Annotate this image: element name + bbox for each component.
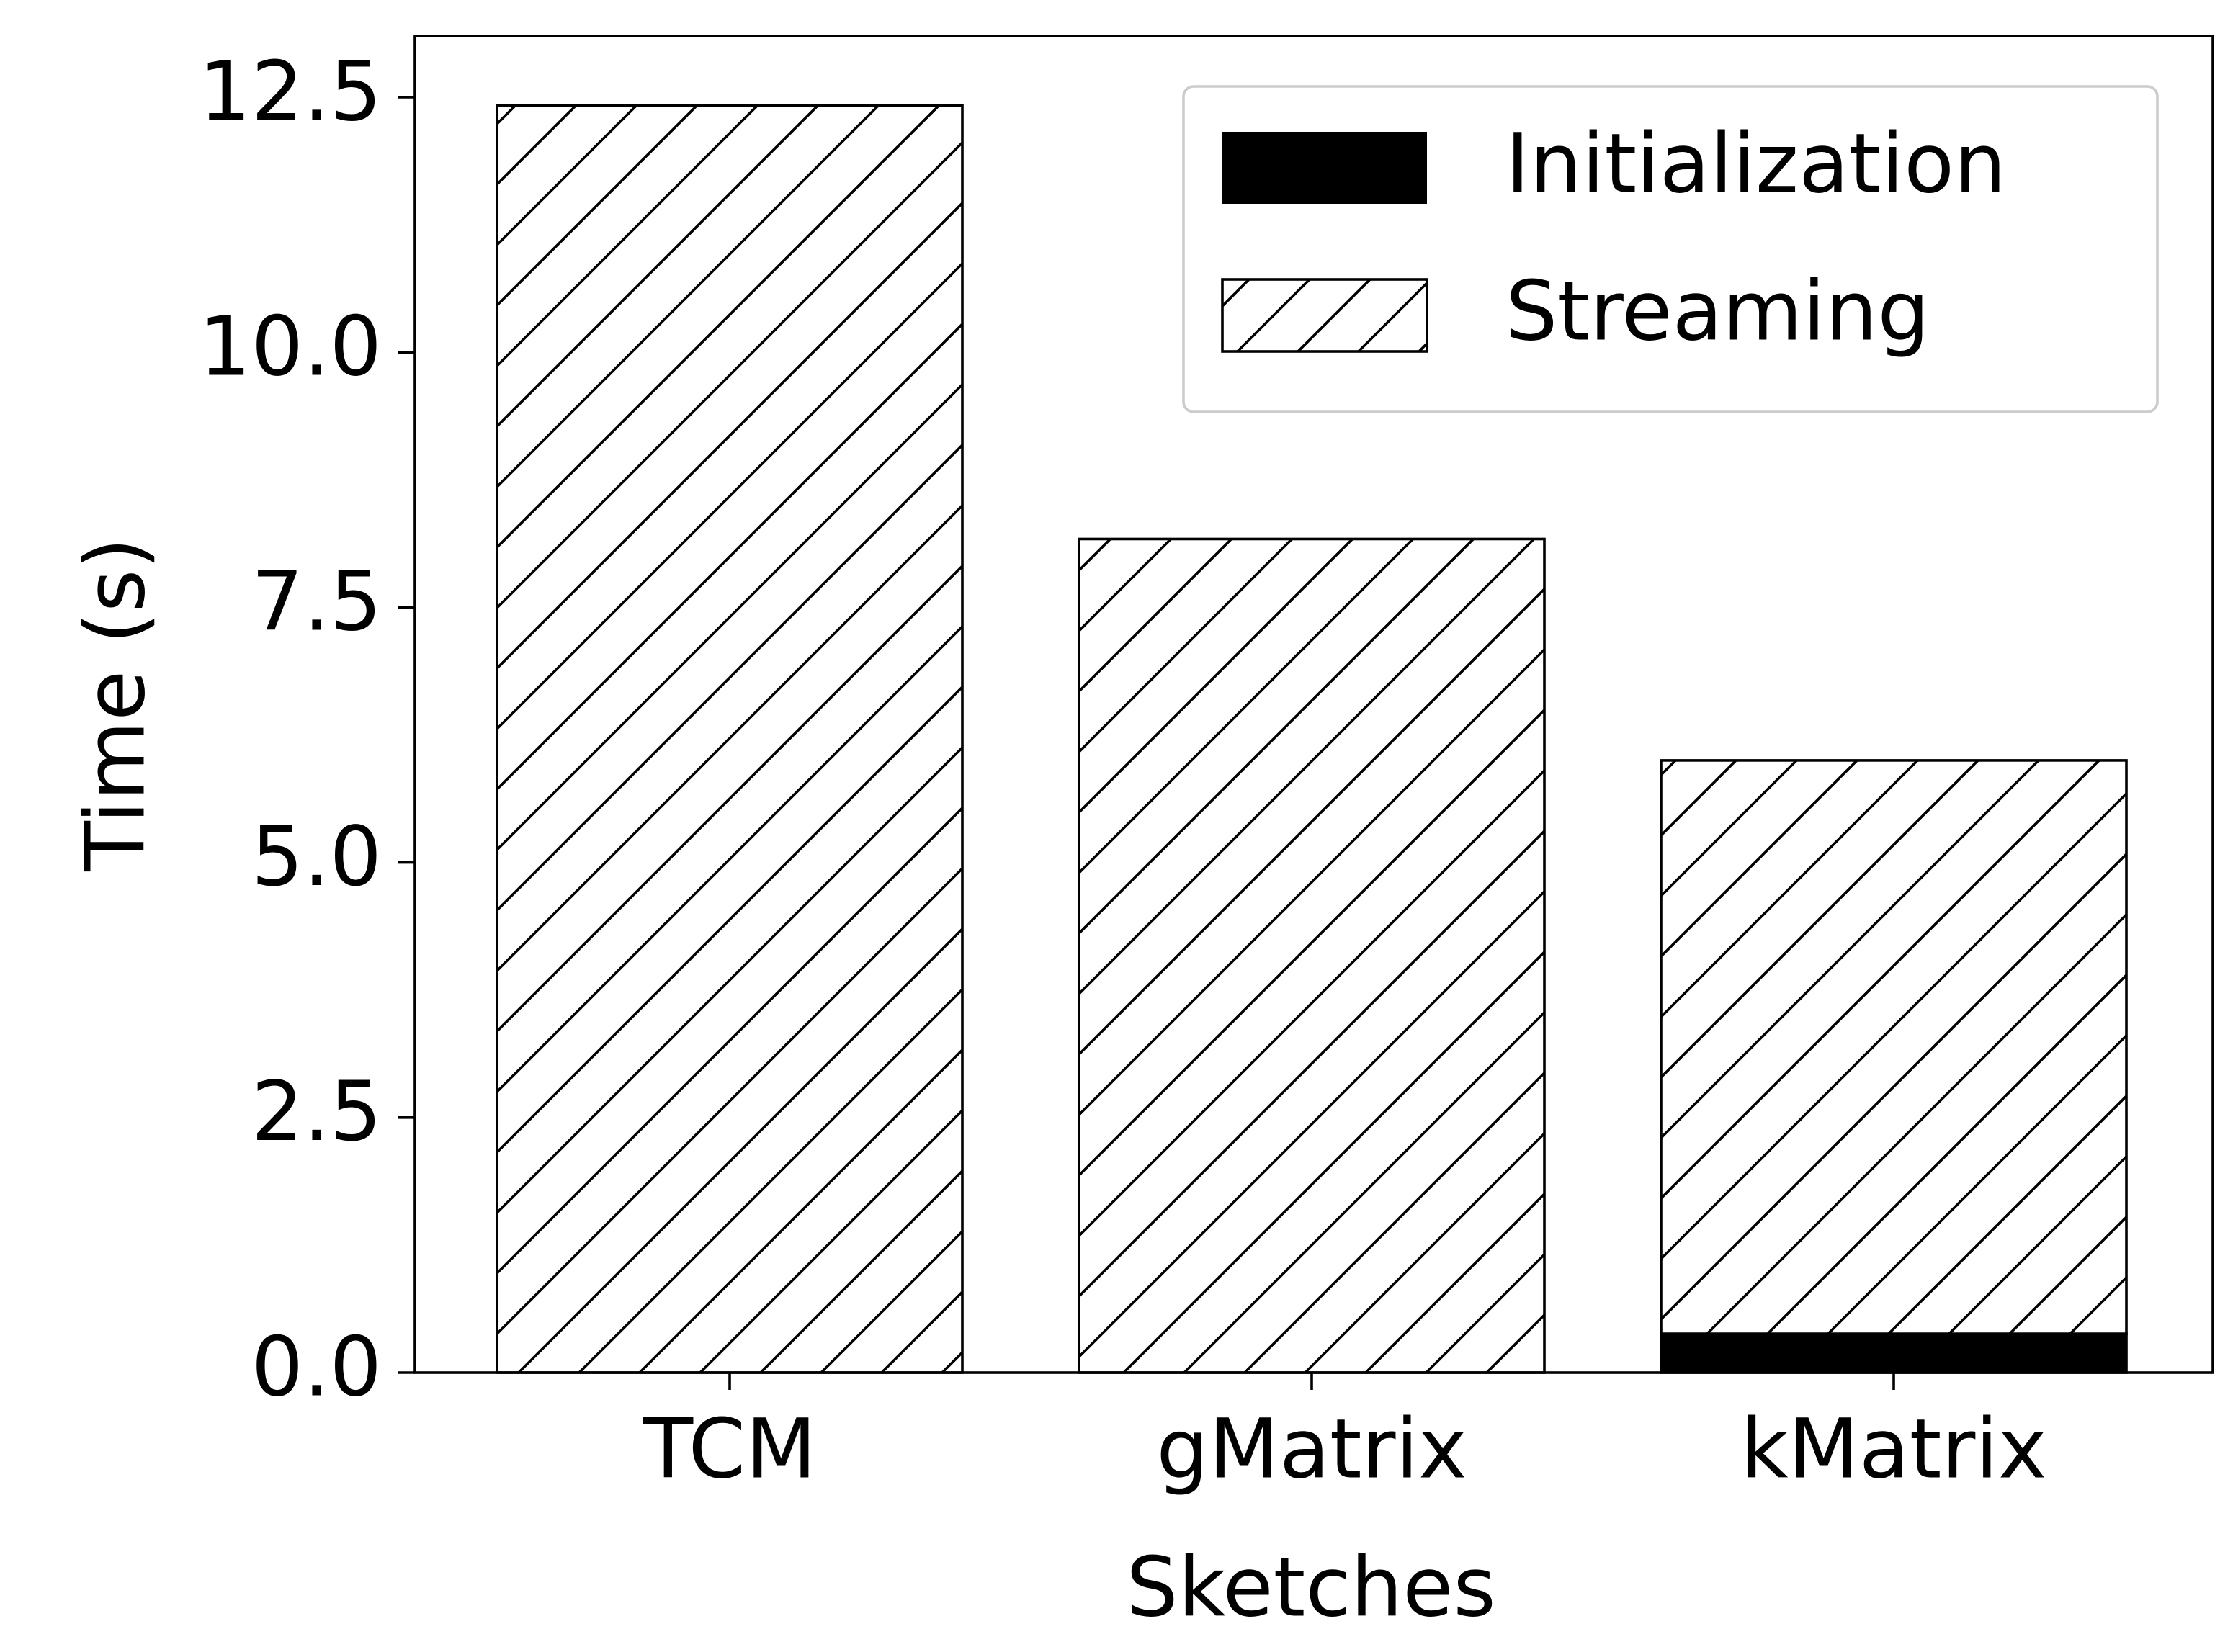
y-tick-label: 5.0: [251, 809, 382, 904]
x-tick-label-tcm: TCM: [643, 1401, 817, 1496]
legend-label-streaming: Streaming: [1505, 263, 1930, 359]
y-axis-label: Time (s): [67, 537, 163, 872]
x-axis-label: Sketches: [1126, 1539, 1496, 1635]
y-axis: 0.0 2.5 5.0 7.5 10.0 12.5: [199, 43, 415, 1414]
legend-label-initialization: Initialization: [1505, 115, 2006, 211]
bar-kmatrix-initialization: [1660, 1332, 2128, 1374]
y-tick-label: 2.5: [251, 1064, 382, 1159]
x-axis: TCM gMatrix kMatrix: [643, 1373, 2047, 1496]
legend-swatch-initialization: [1222, 132, 1427, 204]
x-tick-label-kmatrix: kMatrix: [1741, 1401, 2047, 1496]
legend-swatch-streaming: [1221, 278, 1428, 353]
bar-tcm-streaming: [496, 104, 964, 1374]
x-tick-label-gmatrix: gMatrix: [1156, 1401, 1467, 1496]
y-tick-label: 7.5: [251, 554, 382, 650]
bars: [496, 104, 2128, 1374]
y-tick-label: 12.5: [199, 43, 382, 139]
legend: Initialization Streaming: [1182, 85, 2159, 413]
bar-kmatrix-streaming: [1660, 759, 2128, 1335]
plot-frame: [413, 35, 2214, 1374]
bar-gmatrix-streaming: [1078, 537, 1546, 1374]
y-tick-label: 0.0: [251, 1319, 382, 1414]
y-tick-label: 10.0: [199, 298, 382, 394]
